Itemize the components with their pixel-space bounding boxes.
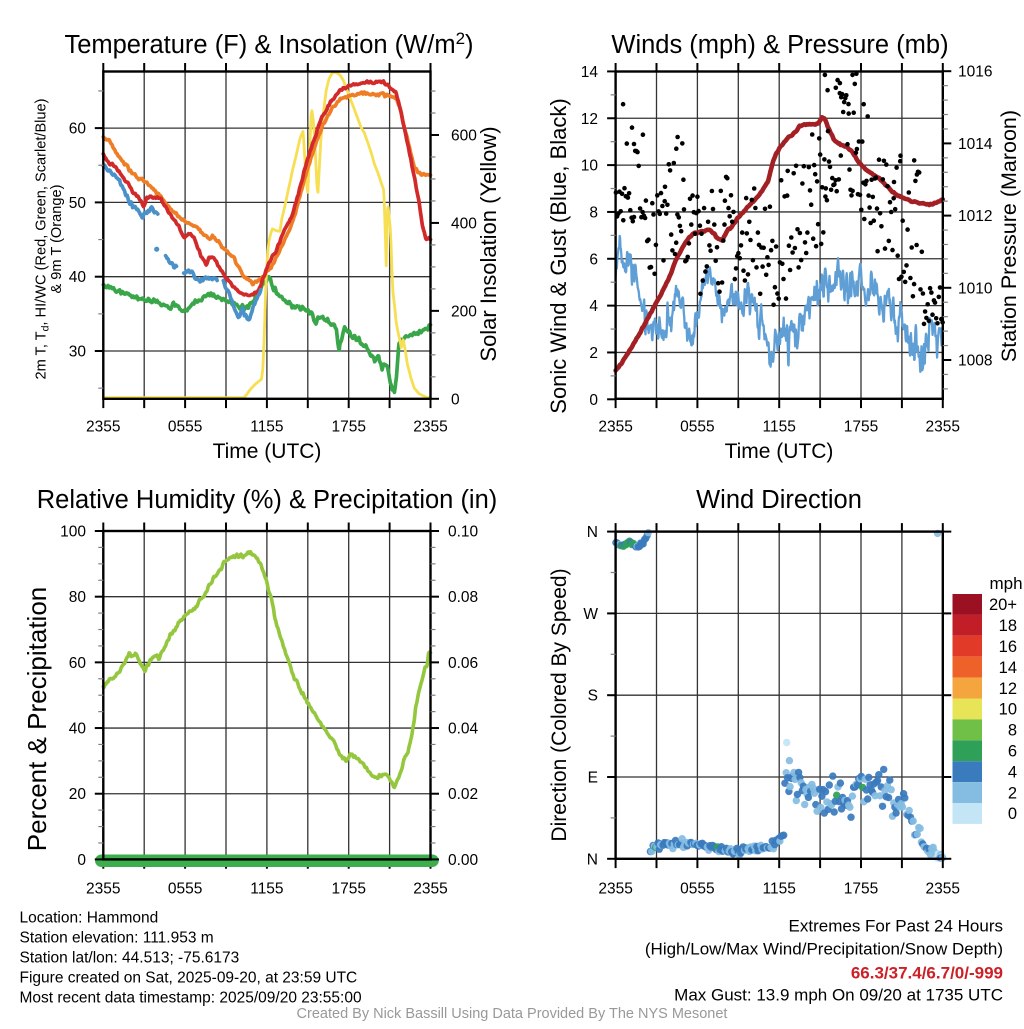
- svg-text:66.3/37.4/6.7/0/-999: 66.3/37.4/6.7/0/-999: [851, 964, 1003, 983]
- svg-text:40: 40: [69, 721, 87, 738]
- svg-text:1755: 1755: [844, 881, 878, 898]
- svg-text:14: 14: [999, 659, 1017, 677]
- svg-text:2355: 2355: [926, 419, 960, 436]
- svg-text:16: 16: [999, 638, 1017, 656]
- svg-text:W: W: [583, 606, 598, 623]
- svg-text:0555: 0555: [168, 881, 202, 898]
- svg-text:2355: 2355: [598, 881, 632, 898]
- svg-text:2: 2: [589, 345, 598, 362]
- svg-text:2355: 2355: [86, 881, 120, 898]
- svg-text:Station Pressure (Maroon): Station Pressure (Maroon): [997, 110, 1021, 362]
- svg-text:0555: 0555: [168, 419, 202, 436]
- svg-text:1008: 1008: [958, 353, 992, 370]
- svg-text:Sonic Wind & Gust (Blue, Black: Sonic Wind & Gust (Blue, Black): [546, 98, 571, 413]
- svg-text:10: 10: [999, 701, 1017, 719]
- svg-text:N: N: [587, 524, 598, 541]
- svg-text:200: 200: [451, 303, 477, 320]
- svg-text:6: 6: [589, 251, 598, 268]
- svg-text:12: 12: [999, 680, 1017, 698]
- svg-text:2355: 2355: [598, 419, 632, 436]
- svg-text:Percent & Precipitation: Percent & Precipitation: [22, 587, 52, 851]
- svg-text:S: S: [588, 688, 598, 705]
- svg-text:40: 40: [69, 269, 87, 286]
- svg-text:Temperature (F) & Insolation (: Temperature (F) & Insolation (W/m2): [64, 29, 473, 59]
- svg-text:Location: Hammond: Location: Hammond: [20, 910, 159, 927]
- svg-text:30: 30: [69, 344, 87, 361]
- svg-text:10: 10: [581, 158, 599, 175]
- svg-text:Max Gust: 13.9 mph On 09/20 at: Max Gust: 13.9 mph On 09/20 at 1735 UTC: [674, 986, 1003, 1005]
- svg-text:12: 12: [581, 111, 598, 128]
- svg-text:Figure created on Sat, 2025-09: Figure created on Sat, 2025-09-20, at 23…: [20, 970, 358, 987]
- svg-text:60: 60: [69, 655, 87, 672]
- svg-text:1155: 1155: [250, 881, 283, 898]
- svg-text:0: 0: [1008, 805, 1017, 823]
- svg-text:Extremes For Past 24 Hours: Extremes For Past 24 Hours: [789, 917, 1003, 936]
- svg-text:0.08: 0.08: [448, 589, 478, 606]
- svg-text:50: 50: [69, 195, 87, 212]
- svg-text:1755: 1755: [844, 419, 878, 436]
- svg-text:Time (UTC): Time (UTC): [213, 440, 322, 463]
- svg-text:0555: 0555: [680, 881, 714, 898]
- svg-text:Solar Insolation (Yellow): Solar Insolation (Yellow): [476, 126, 501, 361]
- svg-text:2355: 2355: [413, 881, 447, 898]
- svg-text:1155: 1155: [763, 881, 796, 898]
- svg-text:Time (UTC): Time (UTC): [725, 440, 834, 463]
- svg-text:2355: 2355: [413, 419, 447, 436]
- svg-text:18: 18: [999, 617, 1017, 635]
- svg-text:E: E: [588, 770, 598, 787]
- svg-text:1012: 1012: [958, 208, 992, 225]
- svg-text:0: 0: [77, 852, 86, 869]
- svg-text:0.10: 0.10: [448, 524, 479, 541]
- svg-text:Direction (Colored By Speed): Direction (Colored By Speed): [548, 568, 571, 841]
- svg-text:(High/Low/Max Wind/Precipitati: (High/Low/Max Wind/Precipitation/Snow De…: [645, 940, 1003, 959]
- svg-text:20: 20: [69, 786, 87, 803]
- svg-text:4: 4: [1008, 763, 1017, 781]
- svg-text:0.04: 0.04: [448, 721, 479, 738]
- svg-text:2355: 2355: [926, 881, 960, 898]
- svg-text:Relative Humidity (%) & Precip: Relative Humidity (%) & Precipitation (i…: [37, 486, 498, 514]
- svg-text:Station elevation: 111.953 m: Station elevation: 111.953 m: [20, 930, 214, 947]
- svg-text:1755: 1755: [331, 419, 365, 436]
- svg-text:6: 6: [1008, 743, 1017, 761]
- svg-text:0: 0: [589, 392, 598, 409]
- svg-text:100: 100: [60, 524, 86, 541]
- svg-text:Created By Nick Bassill Using: Created By Nick Bassill Using Data Provi…: [297, 1006, 728, 1022]
- svg-text:60: 60: [69, 121, 87, 138]
- svg-text:1014: 1014: [958, 136, 993, 153]
- svg-text:8: 8: [589, 204, 598, 221]
- svg-text:80: 80: [69, 589, 87, 606]
- svg-text:2355: 2355: [86, 419, 120, 436]
- svg-text:1010: 1010: [958, 280, 993, 297]
- svg-text:1016: 1016: [958, 64, 992, 81]
- svg-text:Winds (mph) & Pressure (mb): Winds (mph) & Pressure (mb): [611, 31, 948, 59]
- svg-text:1755: 1755: [331, 881, 365, 898]
- svg-text:0.00: 0.00: [448, 852, 479, 869]
- svg-text:0.06: 0.06: [448, 655, 478, 672]
- svg-text:20+: 20+: [989, 596, 1017, 614]
- svg-text:N: N: [587, 851, 598, 868]
- svg-text:2m T, Td, HI/WC (Red, Green, S: 2m T, Td, HI/WC (Red, Green, Scarlet/Blu…: [34, 98, 52, 379]
- svg-text:mph: mph: [989, 574, 1022, 593]
- svg-text:14: 14: [581, 64, 599, 81]
- svg-text:Wind Direction: Wind Direction: [696, 486, 862, 514]
- svg-text:400: 400: [451, 215, 477, 232]
- svg-text:600: 600: [451, 128, 477, 145]
- svg-text:0: 0: [451, 391, 460, 408]
- svg-text:1155: 1155: [763, 419, 796, 436]
- svg-text:& 9m T (Orange): & 9m T (Orange): [49, 185, 65, 294]
- svg-text:1155: 1155: [250, 419, 283, 436]
- svg-text:0555: 0555: [680, 419, 714, 436]
- svg-text:Station lat/lon: 44.513; -75.6: Station lat/lon: 44.513; -75.6173: [20, 950, 240, 967]
- svg-text:4: 4: [589, 298, 598, 315]
- svg-text:0.02: 0.02: [448, 786, 478, 803]
- svg-text:Most recent data timestamp: 20: Most recent data timestamp: 2025/09/20 2…: [20, 990, 362, 1007]
- svg-text:2: 2: [1008, 784, 1017, 802]
- svg-text:8: 8: [1008, 722, 1017, 740]
